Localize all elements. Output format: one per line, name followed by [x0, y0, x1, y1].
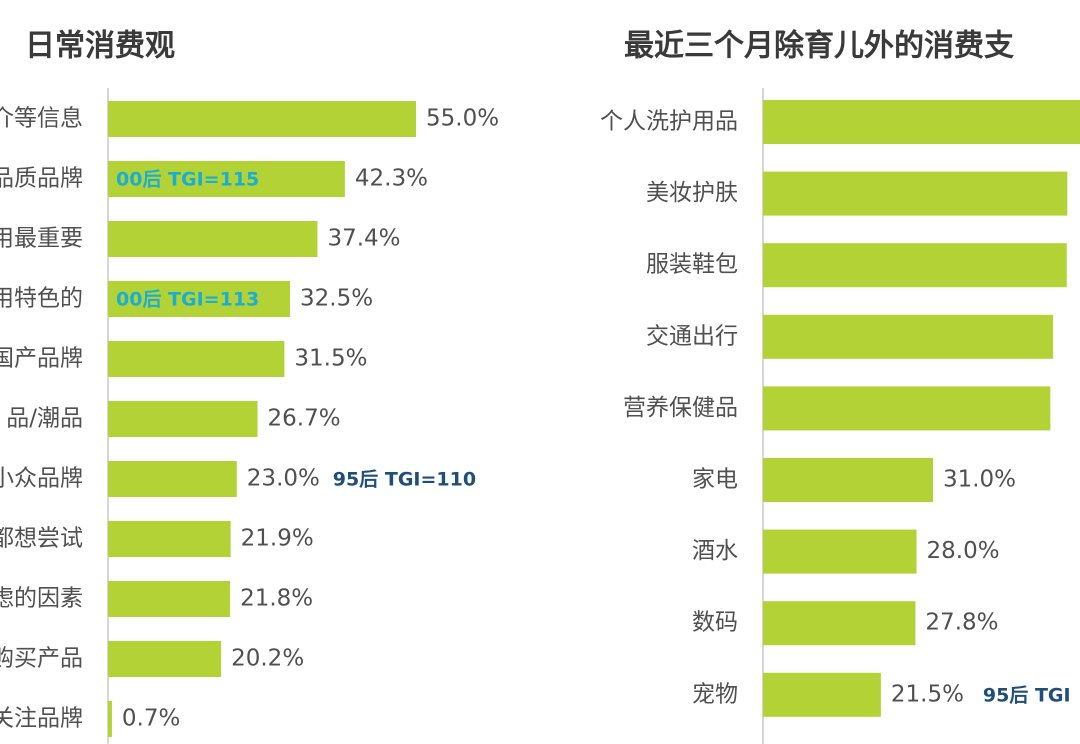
- category-label: 营养保健品: [623, 395, 738, 421]
- value-label: 21.5%: [891, 681, 964, 707]
- category-label: 品/潮品: [6, 406, 83, 432]
- bar: [763, 458, 933, 502]
- category-label: 小众品牌: [0, 466, 83, 492]
- category-label: 介等信息: [0, 106, 83, 132]
- value-label: 42.3%: [355, 166, 428, 192]
- bar: [763, 601, 916, 646]
- bar: [108, 701, 112, 737]
- category-label: 数码: [692, 610, 738, 636]
- bar: [763, 100, 1080, 144]
- value-label: 21.9%: [241, 526, 314, 552]
- category-label: 国产品牌: [0, 346, 83, 372]
- value-label: 27.8%: [925, 610, 998, 636]
- chart-title: 日常消费观: [25, 29, 175, 64]
- category-label: 交通出行: [646, 323, 738, 349]
- category-label: 宠物: [692, 681, 738, 707]
- bar: [763, 672, 881, 717]
- category-label: 美妆护肤: [646, 180, 738, 206]
- value-label: 28.0%: [927, 538, 1000, 564]
- value-label: 20.2%: [231, 646, 304, 672]
- bar: [108, 641, 222, 677]
- bar: [763, 386, 1051, 431]
- bar: [108, 401, 258, 437]
- category-label: 用最重要: [0, 226, 83, 252]
- category-label: 品质品牌: [0, 166, 83, 192]
- bar: [763, 171, 1068, 216]
- bar: [108, 101, 416, 137]
- annotation: 95后 TGI: [983, 684, 1071, 706]
- value-label: 32.5%: [300, 286, 373, 312]
- chart-title: 最近三个月除育儿外的消费支: [624, 29, 1014, 64]
- bar: [108, 221, 318, 257]
- bar: [108, 461, 237, 497]
- bar: [763, 529, 917, 574]
- value-label: 31.5%: [294, 346, 367, 372]
- category-label: 个人洗护用品: [600, 109, 738, 135]
- value-label: 26.7%: [268, 406, 341, 432]
- category-label: 关注品牌: [0, 706, 83, 732]
- bar: [108, 281, 290, 317]
- bar: [108, 521, 231, 557]
- bar: [763, 314, 1054, 359]
- value-label: 55.0%: [426, 106, 499, 132]
- value-label: 37.4%: [327, 226, 400, 252]
- value-label: 31.0%: [943, 467, 1016, 493]
- category-label: 虑的因素: [0, 586, 83, 612]
- category-label: 用特色的: [0, 286, 83, 312]
- category-label: 购买产品: [0, 646, 83, 672]
- bar: [763, 243, 1067, 288]
- category-label: 服装鞋包: [646, 252, 738, 278]
- bar: [108, 341, 285, 377]
- annotation: 00后 TGI=115: [116, 169, 259, 191]
- value-label: 23.0%: [247, 466, 320, 492]
- annotation: 00后 TGI=113: [116, 289, 259, 311]
- bar: [108, 161, 345, 197]
- category-label: 酒水: [692, 538, 738, 564]
- category-label: 都想尝试: [0, 526, 83, 552]
- value-label: 0.7%: [122, 706, 180, 732]
- bar: [108, 581, 231, 617]
- annotation: 95后 TGI=110: [333, 469, 476, 491]
- category-label: 家电: [692, 467, 738, 493]
- value-label: 21.8%: [240, 586, 313, 612]
